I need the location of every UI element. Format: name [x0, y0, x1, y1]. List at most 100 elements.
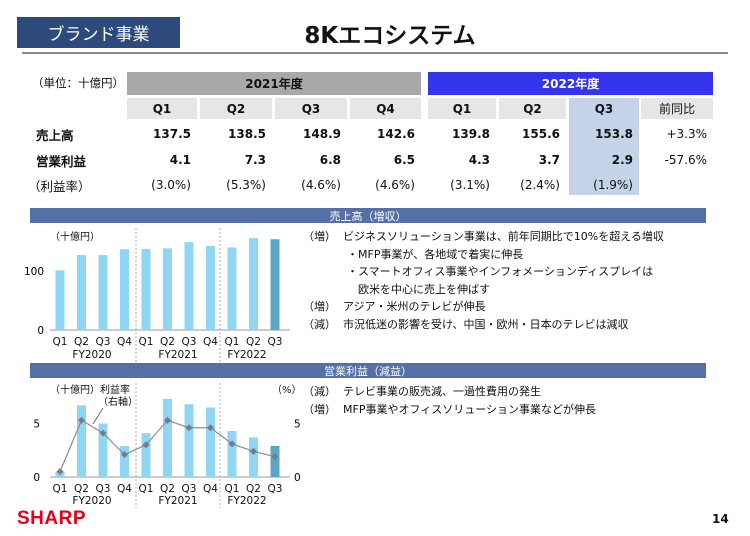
margin-marker: [142, 441, 150, 449]
y2-unit-label: （%）: [272, 384, 302, 396]
table-cell: (4.6%): [375, 178, 415, 192]
row-label: 営業利益: [36, 153, 87, 169]
quarter-header: Q4: [350, 98, 421, 119]
x-tick-label: Q1: [225, 483, 240, 495]
note-item: ・MFP事業が、各地域で着実に伸長: [303, 246, 523, 262]
sales-bar: [270, 239, 280, 330]
x-tick-label: Q3: [96, 336, 111, 348]
table-cell: (3.1%): [450, 178, 490, 192]
margin-marker: [120, 450, 129, 459]
sales-bar: [227, 247, 237, 330]
segment-badge: ブランド事業: [17, 17, 180, 48]
table-cell: 6.5: [393, 153, 415, 167]
table-cell: 142.6: [377, 127, 415, 141]
profit-bar: [77, 405, 86, 477]
note-text: アジア・米州のテレビが伸長: [343, 300, 486, 313]
x-tick-label: Q2: [74, 336, 89, 348]
quarter-header: Q3: [569, 98, 639, 119]
note-text: ・スマートオフィス事業やインフォメーションディスプレイは: [347, 265, 654, 278]
y2-tick-label: 0: [294, 472, 301, 484]
row-label: （利益率）: [28, 178, 91, 194]
fy2022-header: 2022年度: [428, 72, 713, 95]
quarter-header: Q2: [200, 98, 272, 119]
y-unit-label: （十億円）: [50, 383, 100, 396]
table-cell: 153.8: [595, 127, 633, 141]
profit-bar: [163, 398, 172, 477]
table-cell: 3.7: [538, 153, 560, 167]
quarter-header: Q2: [499, 98, 566, 119]
note-item: （増） ビジネスソリューション事業は、前年同期比で10%を超える増収: [303, 228, 664, 244]
table-cell: (2.4%): [520, 178, 560, 192]
table-cell: 4.1: [169, 153, 191, 167]
profit-bar: [141, 433, 151, 477]
profit-bar: [249, 437, 258, 477]
x-tick-label: Q2: [160, 483, 175, 495]
margin-marker: [163, 416, 172, 424]
quarter-header: Q1: [127, 98, 197, 119]
x-tick-label: Q1: [53, 483, 68, 495]
note-tag: （増）: [303, 300, 336, 313]
note-tag: （減）: [303, 385, 336, 398]
x-tick-label: Q1: [139, 483, 154, 495]
margin-marker: [206, 424, 215, 432]
x-tick-label: Q3: [182, 483, 197, 495]
note-item: 欧米を中心に売上を伸ばす: [303, 281, 490, 297]
margin-marker: [249, 447, 258, 455]
note-item: ・スマートオフィス事業やインフォメーションディスプレイは: [303, 263, 653, 279]
sales-bar: [163, 248, 172, 330]
title-divider: [22, 52, 728, 54]
yoy-cell: -57.6%: [664, 153, 707, 167]
table-cell: 4.3: [468, 153, 490, 167]
unit-label: （単位：十億円）: [32, 76, 124, 90]
x-tick-label: Q2: [246, 336, 261, 348]
group-label: FY2021: [158, 495, 197, 507]
group-label: FY2022: [227, 349, 266, 361]
table-cell: 155.6: [522, 127, 560, 141]
note-item: （減） テレビ事業の販売減、一過性費用の発生: [303, 383, 541, 399]
x-tick-label: Q1: [225, 336, 240, 348]
note-text: ビジネスソリューション事業は、前年同期比で10%を超える増収: [343, 230, 664, 243]
note-text: ・MFP事業が、各地域で着実に伸長: [347, 247, 524, 261]
table-cell: 7.3: [244, 153, 266, 167]
x-tick-label: Q4: [117, 483, 132, 495]
x-tick-label: Q4: [117, 336, 132, 348]
label-leader-line: [92, 407, 104, 425]
quarter-header: Q3: [275, 98, 347, 119]
profit-section-bar: 営業利益（減益）: [30, 363, 706, 378]
profit-bar: [227, 430, 237, 477]
table-cell: (3.0%): [151, 178, 191, 192]
margin-marker: [271, 453, 279, 461]
y-unit-label: （十億円）: [50, 230, 100, 243]
sales-bar: [141, 248, 151, 330]
table-cell: 6.8: [319, 153, 341, 167]
y-tick-label: 0: [33, 472, 40, 484]
table-cell: (4.6%): [301, 178, 341, 192]
yoy-cell: +3.3%: [666, 127, 707, 141]
x-tick-label: Q1: [53, 336, 68, 348]
profit-bar: [98, 423, 108, 477]
yoy-header: 前同比: [641, 98, 713, 119]
x-tick-label: Q2: [246, 483, 261, 495]
x-tick-label: Q4: [203, 336, 218, 348]
profit-bar: [120, 445, 129, 477]
fy2021-header: 2021年度: [127, 72, 421, 95]
sales-bar: [184, 242, 194, 330]
margin-marker: [185, 424, 193, 432]
row-label: 売上高: [36, 127, 74, 143]
margin-marker: [77, 416, 86, 424]
margin-marker: [56, 468, 64, 476]
y-tick-label: 100: [24, 266, 44, 278]
note-item: （増） アジア・米州のテレビが伸長: [303, 298, 486, 314]
profit-bar: [184, 404, 194, 477]
table-cell: (1.9%): [593, 178, 633, 192]
sales-bar: [55, 270, 65, 330]
x-tick-label: Q3: [268, 336, 283, 348]
x-tick-label: Q4: [203, 483, 218, 495]
sales-bar: [77, 255, 86, 330]
y-tick-label: 5: [33, 419, 40, 431]
note-text: テレビ事業の販売減、一過性費用の発生: [343, 385, 541, 398]
sales-bar: [206, 245, 215, 330]
table-cell: 139.8: [452, 127, 490, 141]
